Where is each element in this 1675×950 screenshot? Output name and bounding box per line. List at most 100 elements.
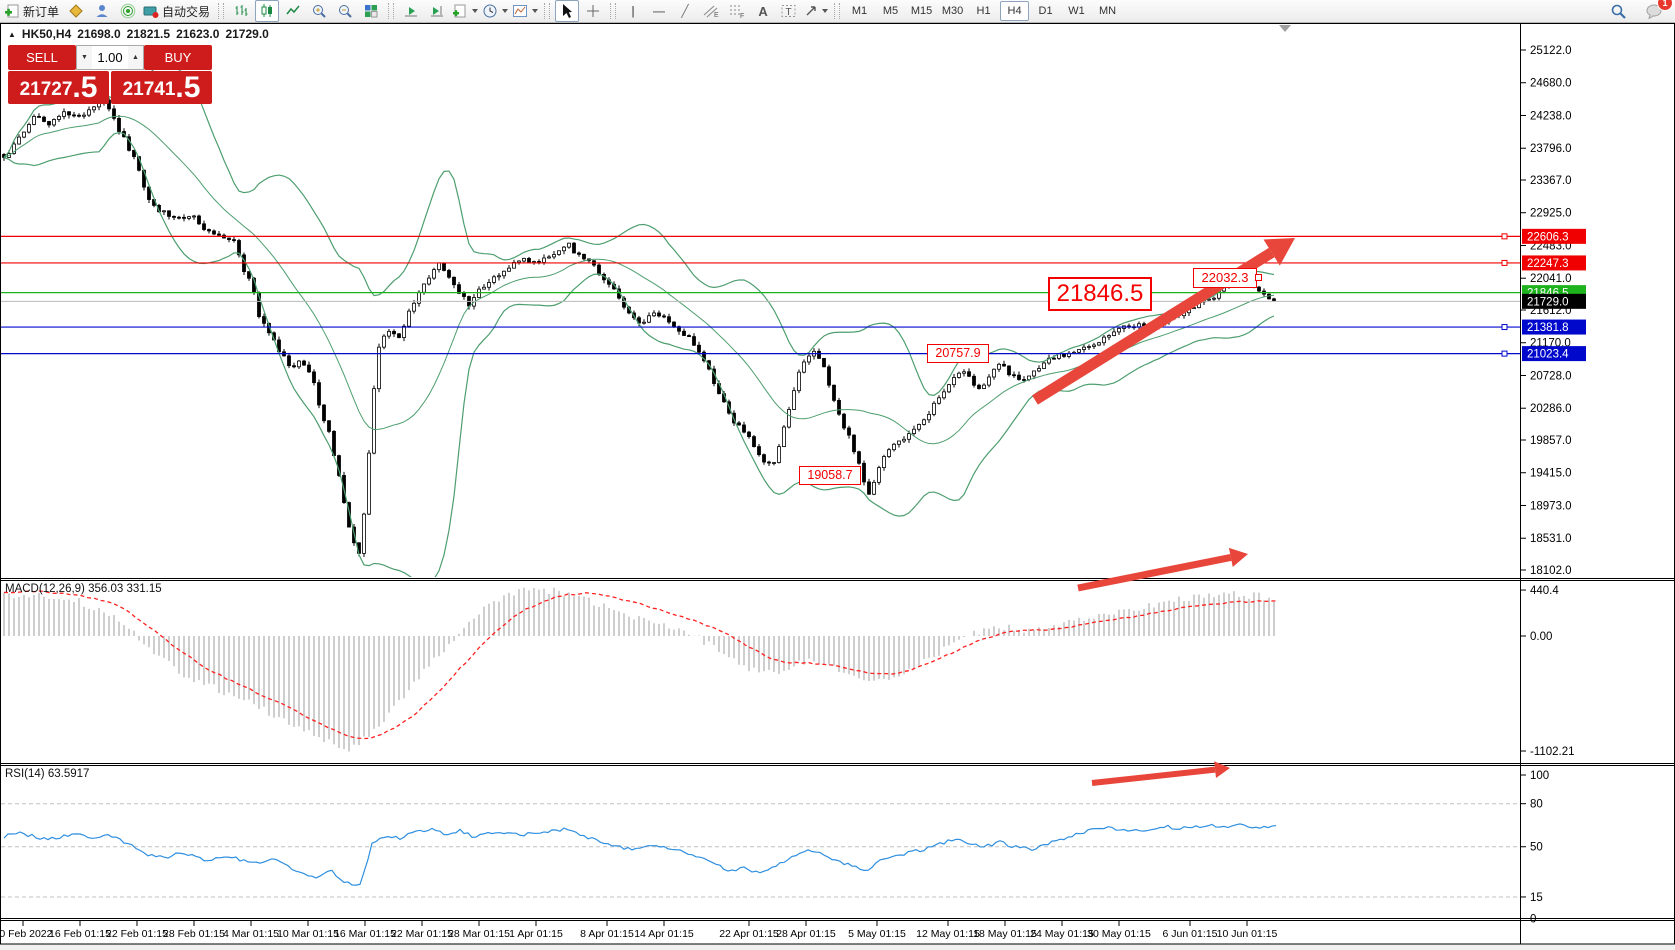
buy-price-main: 21741 bbox=[122, 79, 176, 100]
toolbar-grip[interactable] bbox=[218, 3, 225, 19]
text-label-tool-button[interactable]: T bbox=[777, 0, 801, 22]
line-chart-button[interactable] bbox=[281, 0, 305, 22]
templates-button[interactable] bbox=[511, 0, 539, 22]
bar-chart-button[interactable] bbox=[229, 0, 253, 22]
timeframe-m30[interactable]: M30 bbox=[941, 5, 964, 17]
price-tag-label: 22247.3 bbox=[1527, 258, 1569, 270]
volume-decrease-button[interactable]: ▼ bbox=[77, 46, 92, 69]
toolbar-grip[interactable] bbox=[610, 3, 617, 19]
annotation-swing-20757[interactable]: 20757.9 bbox=[927, 344, 989, 363]
annotation-level-21846[interactable]: 21846.5 bbox=[1048, 277, 1152, 311]
macd-name: MACD(12,26,9) bbox=[5, 583, 85, 595]
trend-arrow bbox=[1077, 553, 1232, 592]
date-label: 16 Feb 01:15 bbox=[49, 928, 111, 940]
autotrading-icon bbox=[143, 6, 159, 18]
date-label: 22 Apr 01:15 bbox=[719, 928, 779, 940]
date-label: 12 May 01:15 bbox=[916, 928, 980, 940]
timeframe-w1[interactable]: W1 bbox=[1068, 5, 1085, 17]
fibonacci-tool-button[interactable]: F bbox=[725, 0, 749, 22]
buy-price[interactable]: 21741 .5 bbox=[111, 71, 212, 104]
y-axis-tick: 22925.0 bbox=[1530, 208, 1572, 220]
y-axis-tick: 19857.0 bbox=[1530, 435, 1572, 447]
notifications-button[interactable]: 1 bbox=[1642, 0, 1672, 22]
dropdown-caret-icon bbox=[502, 9, 509, 13]
channel-tool-button[interactable]: E bbox=[699, 0, 723, 22]
y-axis-tick: 24680.0 bbox=[1530, 78, 1572, 90]
collapse-arrow-icon[interactable]: ▲ bbox=[8, 29, 16, 39]
tile-windows-button[interactable] bbox=[359, 0, 383, 22]
zoom-out-icon bbox=[339, 5, 352, 18]
toolbar-grip[interactable] bbox=[834, 3, 841, 19]
crosshair-tool-button[interactable] bbox=[581, 0, 605, 22]
date-label: 22 Feb 01:15 bbox=[106, 928, 168, 940]
date-label: 28 Mar 01:15 bbox=[448, 928, 510, 940]
new-chart-button[interactable] bbox=[451, 0, 479, 22]
vertical-line-tool-button[interactable]: | bbox=[621, 0, 645, 22]
current-price-tag bbox=[1522, 293, 1586, 309]
autoscroll-button[interactable] bbox=[399, 0, 423, 22]
volume-increase-button[interactable]: ▲ bbox=[128, 46, 143, 69]
crosshair-icon bbox=[587, 5, 600, 17]
y-axis-tick: 19415.0 bbox=[1530, 468, 1572, 480]
toolbar-grip[interactable] bbox=[388, 3, 395, 19]
chart-shift-button[interactable] bbox=[425, 0, 449, 22]
autotrading-button[interactable]: 自动交易 bbox=[142, 0, 213, 22]
timeframe-m1[interactable]: M1 bbox=[851, 5, 868, 17]
timeframe-mn[interactable]: MN bbox=[1098, 5, 1117, 17]
symbol-period: HK50,H4 bbox=[21, 27, 72, 41]
rsi-value: 63.5917 bbox=[47, 768, 90, 780]
text-icon: A bbox=[758, 3, 768, 19]
timeframe-d1[interactable]: D1 bbox=[1038, 5, 1053, 17]
annotation-low-19058[interactable]: 19058.7 bbox=[799, 466, 861, 485]
y-axis-tick: 18973.0 bbox=[1530, 500, 1572, 512]
clock-icon bbox=[483, 4, 497, 18]
template-icon bbox=[513, 5, 528, 17]
new-order-button[interactable]: 新订单 bbox=[3, 0, 62, 22]
bollinger-middle bbox=[3, 115, 1275, 445]
notification-badge: 1 bbox=[1658, 0, 1672, 10]
search-button[interactable] bbox=[1606, 0, 1630, 22]
annotation-high-22032[interactable]: 22032.3 bbox=[1193, 268, 1257, 288]
zoom-in-button[interactable] bbox=[307, 0, 331, 22]
macd-values: 356.03 331.15 bbox=[88, 583, 162, 595]
volume-input[interactable]: 1.00 bbox=[97, 50, 123, 65]
macd-axis-tick: -1102.21 bbox=[1530, 746, 1575, 758]
horizontal-line-tool-button[interactable]: — bbox=[647, 0, 671, 22]
arrows-icon bbox=[806, 6, 816, 16]
periods-button[interactable] bbox=[481, 0, 509, 22]
macd-axis-tick: 440.4 bbox=[1530, 585, 1559, 597]
sell-price[interactable]: 21727 .5 bbox=[8, 71, 109, 104]
navigator-button[interactable] bbox=[90, 0, 114, 22]
timeframe-m15[interactable]: M15 bbox=[910, 5, 933, 17]
toolbar-grip[interactable] bbox=[544, 3, 551, 19]
date-label: 10 Jun 01:15 bbox=[1217, 928, 1278, 940]
timeframe-h4[interactable]: H4 bbox=[1000, 1, 1030, 21]
text-tool-button[interactable]: A bbox=[751, 0, 775, 22]
rsi-line bbox=[3, 823, 1277, 886]
volume-stepper: ▼ 1.00 ▲ bbox=[76, 45, 144, 70]
annotation-handle[interactable] bbox=[1255, 274, 1262, 281]
buy-button[interactable]: BUY bbox=[144, 45, 212, 70]
autoscroll-icon bbox=[405, 7, 418, 17]
rsi-name: RSI(14) bbox=[5, 768, 45, 780]
shift-marker-icon bbox=[1279, 25, 1291, 32]
trendline-tool-button[interactable]: ╱ bbox=[673, 0, 697, 22]
market-watch-button[interactable] bbox=[64, 0, 88, 22]
y-axis-tick: 25122.0 bbox=[1530, 45, 1572, 57]
cursor-icon bbox=[563, 4, 573, 18]
price-tag bbox=[1522, 255, 1586, 271]
cursor-tool-button[interactable] bbox=[555, 0, 580, 22]
sell-button[interactable]: SELL bbox=[8, 45, 76, 70]
dropdown-caret-icon bbox=[532, 9, 539, 13]
sell-price-main: 21727 bbox=[19, 79, 73, 100]
timeframe-m5[interactable]: M5 bbox=[882, 5, 899, 17]
candlestick-chart-button[interactable] bbox=[255, 0, 280, 22]
market-watch-icon bbox=[69, 4, 83, 18]
signals-button[interactable] bbox=[116, 0, 140, 22]
y-axis-tick: 18102.0 bbox=[1530, 565, 1572, 577]
arrows-tool-button[interactable] bbox=[803, 0, 829, 22]
timeframe-h1[interactable]: H1 bbox=[976, 5, 991, 17]
zoom-out-button[interactable] bbox=[333, 0, 357, 22]
candlestick-chart-icon bbox=[261, 4, 273, 17]
